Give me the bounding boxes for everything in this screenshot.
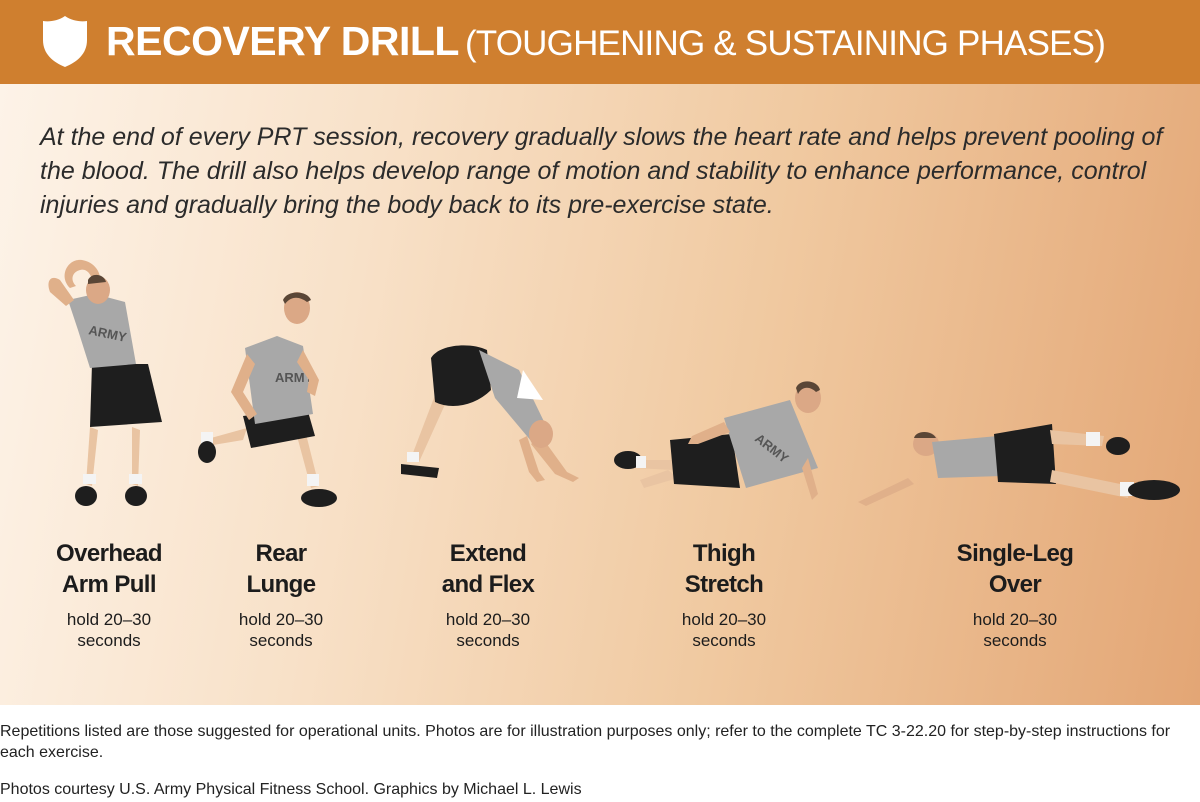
exercise-name: Single-Leg Over: [925, 538, 1105, 600]
title-main: RECOVERY DRILL: [106, 18, 459, 64]
exercise-name: Overhead Arm Pull: [19, 538, 199, 600]
exercise-name-line1: Rear: [255, 540, 308, 567]
exercise-hold: hold 20–30 seconds: [19, 609, 199, 651]
header-bar: RECOVERY DRILL (TOUGHENING & SUSTAINING P…: [0, 0, 1200, 84]
shirt-logo: ARMY: [275, 370, 314, 385]
exercise-hold: hold 20–30 seconds: [634, 609, 814, 651]
rear-lunge-photo: ARMY: [198, 292, 337, 507]
figure-legs: [75, 427, 147, 506]
exercise-name: Thigh Stretch: [634, 538, 814, 600]
hold-duration: hold 20–30: [972, 610, 1058, 629]
exercise-name: Rear Lunge: [191, 538, 371, 600]
exercise-name-line2: and Flex: [441, 571, 535, 598]
exercise-name: Extend and Flex: [398, 538, 578, 600]
thigh-stretch-photo: ARMY: [614, 381, 821, 500]
hold-duration: hold 20–30: [445, 610, 531, 629]
exercise-name-line1: Single-Leg: [956, 540, 1074, 567]
exercise-name-line2: Stretch: [684, 571, 764, 598]
hold-unit: seconds: [456, 631, 520, 650]
exercise-name-line2: Over: [988, 571, 1042, 598]
exercise-name-line1: Thigh: [692, 540, 756, 567]
exercise-name-line1: Overhead: [56, 540, 163, 567]
exercise-name-line1: Extend: [449, 540, 527, 567]
intro-paragraph: At the end of every PRT session, recover…: [40, 123, 1163, 219]
hold-duration: hold 20–30: [66, 610, 152, 629]
page-title: RECOVERY DRILL (TOUGHENING & SUSTAINING P…: [106, 15, 1106, 77]
hold-duration: hold 20–30: [681, 610, 767, 629]
hold-unit: seconds: [983, 631, 1047, 650]
extend-and-flex-photo: [401, 345, 579, 482]
hold-unit: seconds: [77, 631, 141, 650]
single-leg-over-photo: [858, 424, 1180, 506]
exercise-name-line2: Lunge: [246, 571, 317, 598]
exercise-name-line2: Arm Pull: [62, 571, 156, 598]
shield-icon: [43, 16, 87, 67]
hold-duration: hold 20–30: [238, 610, 324, 629]
hold-unit: seconds: [692, 631, 756, 650]
photo-credit: Photos courtesy U.S. Army Physical Fitne…: [0, 781, 582, 798]
footnote: Repetitions listed are those suggested f…: [0, 723, 1171, 761]
content-panel: [0, 84, 1200, 705]
exercise-hold: hold 20–30 seconds: [925, 609, 1105, 651]
exercise-hold: hold 20–30 seconds: [191, 609, 371, 651]
exercise-hold: hold 20–30 seconds: [398, 609, 578, 651]
hold-unit: seconds: [249, 631, 313, 650]
title-subtitle: (TOUGHENING & SUSTAINING PHASES): [464, 24, 1106, 63]
overhead-arm-pull-photo: ARMY: [48, 259, 162, 506]
